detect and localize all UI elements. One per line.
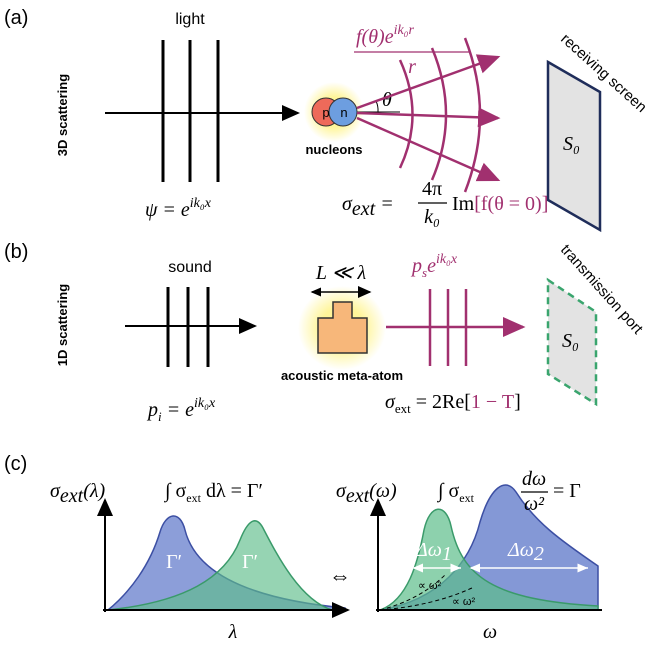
scattered-formula: pseik₀x	[410, 252, 458, 280]
text-part: ∫ σ	[163, 480, 186, 503]
text-part: ik₀x	[190, 196, 212, 211]
panel-a: (a) 3D scattering light ψ = eik₀x p n nu…	[4, 7, 650, 230]
text-part: dλ = Γ′	[201, 480, 263, 502]
text-part: ext	[352, 198, 376, 220]
text-part: ext	[186, 491, 201, 505]
text-part: e	[427, 255, 436, 277]
x-label: λ	[228, 621, 238, 643]
text-part: (ω)	[369, 480, 397, 502]
shape: = Γ	[553, 480, 581, 502]
port-area: S₀	[562, 330, 579, 352]
size-label: L ≪ λ	[315, 262, 367, 284]
text-part: 1 − T	[471, 391, 514, 413]
text-part: p	[410, 255, 422, 277]
text-part: ext	[346, 485, 370, 507]
slope-label: ∝ ω²	[452, 596, 476, 608]
wave-label: light	[175, 11, 205, 28]
shape: 4π	[422, 178, 442, 200]
text-part: ψ = e	[145, 199, 190, 221]
panel-label: (a)	[4, 7, 28, 29]
incident-wave: ψ = eik₀x	[145, 196, 212, 221]
particle-label: nucleons	[305, 142, 362, 157]
wavefronts	[163, 40, 218, 182]
shape: f(θ)eik₀r	[356, 23, 415, 48]
panel-b: (b) 1D scattering sound pi = eik₀x L ≪ λ…	[4, 241, 647, 424]
text-part: ]	[514, 391, 521, 413]
slope-label: ∝ ω²	[418, 580, 442, 592]
atom-label: acoustic meta-atom	[281, 368, 403, 383]
scattered-formula: f(θ)eik₀r r	[354, 23, 470, 78]
angle-label: θ	[382, 89, 392, 111]
sum-rule: ∫ σext dλ = Γ′	[163, 480, 263, 505]
figure: (a) 3D scattering light ψ = eik₀x p n nu…	[0, 0, 650, 647]
text-part: ext	[395, 401, 411, 416]
incident-wave: pi = eik₀x	[146, 396, 216, 424]
panel-label: (b)	[4, 241, 28, 263]
shape: k₀	[424, 206, 440, 228]
text-part: =	[375, 193, 394, 215]
text-part: p	[146, 399, 158, 421]
text-part: ext	[459, 491, 474, 505]
x-label: ω	[483, 621, 497, 643]
wave-label: sound	[168, 259, 212, 276]
shape: σext =	[342, 193, 394, 220]
text-part: 2	[534, 543, 544, 565]
text-part: Δω	[507, 539, 534, 561]
shape: ∫ σext	[436, 480, 475, 505]
text-part: ∫ σ	[436, 480, 459, 503]
text-part: [f(θ = 0)]	[474, 193, 548, 215]
shape: Im[f(θ = 0)]	[452, 193, 548, 215]
shape	[357, 113, 498, 118]
proton-label: p	[322, 105, 329, 120]
angle-arc	[376, 101, 378, 112]
panel-c: (c) σext(λ) ∫ σext dλ = Γ′ Γ′ Γ′ λ ⇔ Δω1…	[4, 453, 602, 643]
y-label: σext(ω)	[336, 480, 397, 507]
panel-label: (c)	[4, 453, 27, 475]
text-part: f(θ)e	[356, 26, 394, 48]
cross-section-formula: σext = 2Re[1 − T]	[385, 391, 521, 416]
cross-section-formula: σext = 4π k₀ Im[f(θ = 0)]	[342, 178, 548, 228]
text-part: ik₀x	[436, 252, 458, 267]
row-label: 1D scattering	[55, 284, 70, 366]
text-part: ik₀r	[394, 23, 415, 38]
text-part: Im	[452, 193, 475, 215]
shape: ω²	[524, 493, 545, 515]
y-label: σext(λ)	[50, 480, 106, 507]
shape: dω	[522, 468, 546, 490]
neutron-label: n	[340, 105, 347, 120]
peak-label: Γ′	[242, 551, 258, 573]
text-part: = 2Re[	[411, 391, 471, 413]
text-part: ik₀x	[194, 396, 216, 411]
scattered-wave	[386, 289, 523, 366]
equivalence: ⇔	[329, 563, 351, 588]
shape	[465, 38, 480, 192]
shape: r	[408, 56, 416, 78]
screen-area: S₀	[563, 133, 580, 155]
scattered-wave	[357, 38, 498, 192]
text-part: (λ)	[83, 480, 105, 502]
row-label: 3D scattering	[55, 74, 70, 156]
text-part: 1	[442, 543, 452, 565]
text-part: ext	[60, 485, 84, 507]
text-part: Δω	[415, 539, 442, 561]
text-part: = e	[162, 399, 194, 421]
peak-label: Γ′	[166, 551, 182, 573]
shape	[432, 48, 446, 180]
